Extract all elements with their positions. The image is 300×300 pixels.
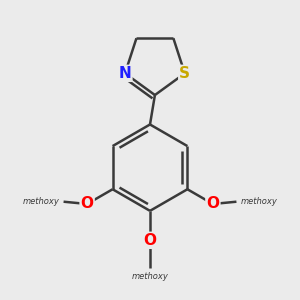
Text: S: S [179, 66, 190, 81]
Text: N: N [119, 66, 131, 81]
Text: O: O [206, 196, 219, 211]
Text: O: O [143, 233, 157, 248]
Text: methoxy: methoxy [132, 272, 168, 281]
Text: methoxy: methoxy [23, 197, 60, 206]
Text: methoxy: methoxy [240, 197, 277, 206]
Text: O: O [81, 196, 94, 211]
